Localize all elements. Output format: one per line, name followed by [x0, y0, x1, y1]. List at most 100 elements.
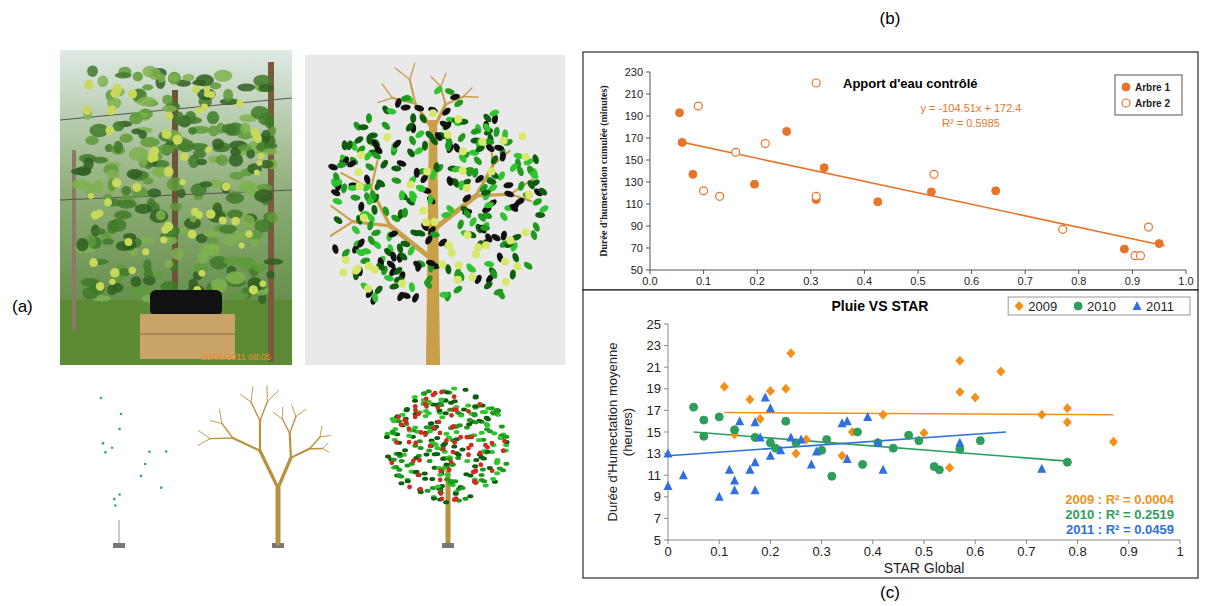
- leaf: [434, 452, 440, 456]
- leaf: [437, 473, 443, 477]
- branch: [199, 431, 211, 439]
- leaf: [490, 233, 502, 243]
- point: [843, 454, 852, 463]
- leaf: [90, 281, 105, 295]
- x-tick: [650, 270, 651, 274]
- panel-label: (b): [880, 9, 901, 28]
- apple: [445, 241, 453, 249]
- apple: [451, 424, 456, 429]
- leaf: [530, 229, 539, 240]
- point: [863, 412, 872, 421]
- point: [766, 451, 775, 460]
- leaf: [265, 116, 274, 128]
- apple: [444, 131, 452, 139]
- x-tick-label: 0.7: [1018, 275, 1033, 287]
- y-tick: [646, 94, 650, 95]
- point: [996, 367, 1005, 377]
- apple: [416, 472, 421, 477]
- leaf: [438, 397, 444, 401]
- leaf: [346, 159, 358, 169]
- point: [756, 432, 765, 441]
- point: [700, 187, 708, 195]
- apple: [431, 218, 439, 226]
- legend-marker: [1074, 302, 1082, 310]
- apple: [257, 160, 263, 166]
- leaf: [441, 211, 452, 218]
- leaf: [427, 429, 433, 433]
- point: [1037, 410, 1046, 420]
- x-tick-label: 0.4: [864, 544, 882, 559]
- apple: [506, 237, 514, 245]
- apple: [419, 207, 427, 215]
- leaf: [424, 452, 430, 456]
- y-tick-label: 5: [654, 533, 661, 548]
- leaf: [396, 159, 407, 168]
- leaf: [150, 209, 169, 223]
- leaf: [500, 230, 508, 241]
- point: [879, 410, 888, 420]
- branch: [378, 98, 393, 103]
- leaf: [407, 189, 418, 200]
- apple: [459, 167, 467, 175]
- apple: [452, 440, 457, 445]
- leaf: [115, 72, 132, 78]
- leaf: [406, 147, 417, 159]
- point: [1059, 225, 1067, 233]
- x-tick-label: 0.7: [1017, 544, 1035, 559]
- y-tick-label: 210: [625, 88, 643, 100]
- leaf: [193, 149, 206, 158]
- leaf: [459, 486, 465, 490]
- apple: [419, 430, 424, 435]
- leaf: [83, 157, 93, 170]
- leaf: [458, 413, 464, 417]
- point: [690, 403, 698, 411]
- leaf: [442, 120, 453, 131]
- leaf: [432, 85, 443, 96]
- apple: [91, 211, 100, 220]
- leaf: [168, 72, 181, 85]
- leaf: [87, 65, 98, 77]
- apple: [490, 468, 495, 473]
- leaf: [422, 477, 428, 481]
- leaf: [489, 108, 500, 117]
- leaf: [155, 271, 163, 280]
- apple: [483, 443, 488, 448]
- apple: [432, 426, 437, 431]
- point: [915, 437, 923, 445]
- y-tick: [646, 204, 650, 205]
- apple: [428, 443, 433, 448]
- leaf: [253, 263, 266, 272]
- leaf: [406, 245, 416, 257]
- apple: [501, 448, 506, 453]
- leaf: [399, 459, 405, 463]
- leaf: [104, 199, 122, 207]
- x-tick-label: 0.5: [910, 275, 925, 287]
- leaf: [456, 219, 465, 230]
- branch: [382, 84, 392, 98]
- leaf: [254, 189, 273, 202]
- y-tick: [664, 518, 668, 519]
- branch: [322, 443, 328, 448]
- apple: [466, 452, 471, 457]
- series-annotations: 2009 : R² = 0.00042010 : R² = 0.25192011…: [1063, 492, 1177, 537]
- apple: [142, 248, 149, 255]
- leaf: [446, 176, 454, 187]
- point: [751, 457, 760, 466]
- branch: [290, 433, 291, 457]
- apple: [128, 89, 137, 98]
- point: [812, 446, 821, 455]
- point: [751, 485, 760, 494]
- apple: [473, 480, 478, 485]
- apple: [478, 138, 486, 146]
- y-axis-title-line: Durée d'humectation cumulée (minutes): [598, 85, 610, 256]
- leaf: [133, 72, 143, 82]
- leaf: [331, 243, 339, 254]
- point: [675, 109, 683, 117]
- point: [776, 445, 785, 454]
- leaf: [435, 420, 441, 424]
- dot: [144, 463, 147, 466]
- trendline: [679, 142, 1164, 246]
- leaf: [465, 403, 471, 407]
- leaf: [403, 408, 409, 412]
- apple: [180, 152, 189, 161]
